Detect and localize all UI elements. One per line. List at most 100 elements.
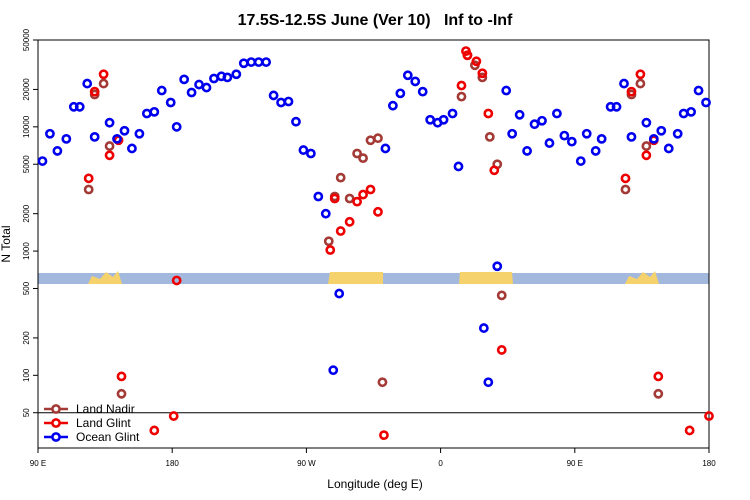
point — [483, 108, 494, 119]
point — [648, 133, 659, 144]
x-tick-label: 0 — [438, 459, 443, 468]
point — [325, 245, 336, 255]
y-tick-label: 20000 — [22, 78, 31, 101]
point — [83, 173, 94, 184]
point — [116, 388, 127, 399]
point — [653, 388, 664, 399]
legend-marker — [51, 404, 61, 414]
point — [104, 150, 115, 161]
legend-label: Land Glint — [76, 416, 131, 430]
point — [335, 172, 346, 183]
point — [149, 106, 160, 117]
point — [98, 78, 109, 89]
point — [323, 236, 334, 247]
y-tick-label: 10000 — [22, 115, 31, 138]
point — [45, 128, 55, 139]
point — [387, 100, 398, 111]
point — [619, 78, 629, 89]
point — [635, 78, 646, 89]
point — [329, 193, 340, 204]
point — [462, 50, 473, 61]
y-tick-label: 50 — [22, 408, 31, 417]
point — [483, 377, 494, 388]
point — [704, 411, 714, 421]
point — [344, 216, 355, 227]
point — [641, 117, 652, 128]
point — [149, 425, 160, 436]
land-patch — [88, 271, 122, 284]
point — [168, 411, 179, 421]
point — [379, 430, 389, 441]
point — [611, 101, 622, 112]
point — [686, 106, 697, 117]
point — [298, 145, 309, 155]
point — [89, 131, 100, 142]
land-strip — [38, 271, 709, 284]
point — [575, 156, 586, 166]
land-patch — [625, 271, 659, 284]
point — [507, 128, 518, 139]
point — [134, 128, 145, 139]
y-axis-label: N Total — [0, 225, 13, 262]
point — [656, 125, 667, 136]
point — [222, 72, 233, 83]
point — [365, 184, 376, 195]
point — [544, 138, 555, 148]
point — [477, 68, 488, 79]
y-tick-label: 50000 — [22, 28, 31, 51]
point — [165, 97, 176, 108]
point — [438, 114, 449, 125]
point — [61, 133, 72, 144]
point — [395, 88, 406, 99]
point — [684, 425, 695, 436]
plot-frame — [37, 39, 710, 449]
point — [590, 146, 601, 156]
point — [514, 109, 525, 120]
point — [320, 208, 331, 219]
point — [537, 115, 547, 126]
point — [179, 74, 190, 85]
y-tick-label: 500 — [22, 281, 31, 295]
point — [74, 101, 85, 112]
series — [37, 57, 711, 388]
point — [641, 150, 652, 161]
y-tick-label: 2000 — [22, 204, 31, 222]
point — [116, 371, 127, 382]
point — [119, 125, 130, 136]
point — [380, 143, 391, 154]
series — [83, 46, 714, 441]
point — [552, 108, 562, 119]
point — [417, 86, 428, 97]
x-tick-label: 180 — [166, 459, 180, 468]
point — [635, 69, 646, 80]
y-tick-label: 5000 — [22, 155, 31, 173]
point — [701, 97, 711, 108]
point — [358, 189, 368, 200]
point — [501, 85, 512, 96]
point — [653, 371, 664, 382]
point — [261, 57, 272, 67]
chart-title: 17.5S-12.5S June (Ver 10) Inf to -Inf — [238, 12, 513, 29]
point — [83, 184, 94, 195]
point — [559, 130, 570, 141]
point — [305, 148, 316, 159]
point — [522, 146, 532, 156]
point — [489, 165, 500, 176]
point — [104, 117, 115, 128]
point — [402, 70, 413, 81]
point — [291, 116, 301, 127]
point — [471, 56, 482, 67]
point — [156, 85, 167, 96]
point — [626, 131, 637, 142]
point — [373, 133, 383, 144]
x-tick-label: 90 E — [30, 459, 46, 468]
point — [283, 96, 294, 107]
point — [410, 76, 421, 87]
point — [112, 133, 122, 144]
point — [496, 290, 507, 301]
x-tick-label: 90 W — [297, 459, 316, 468]
point — [484, 131, 495, 142]
